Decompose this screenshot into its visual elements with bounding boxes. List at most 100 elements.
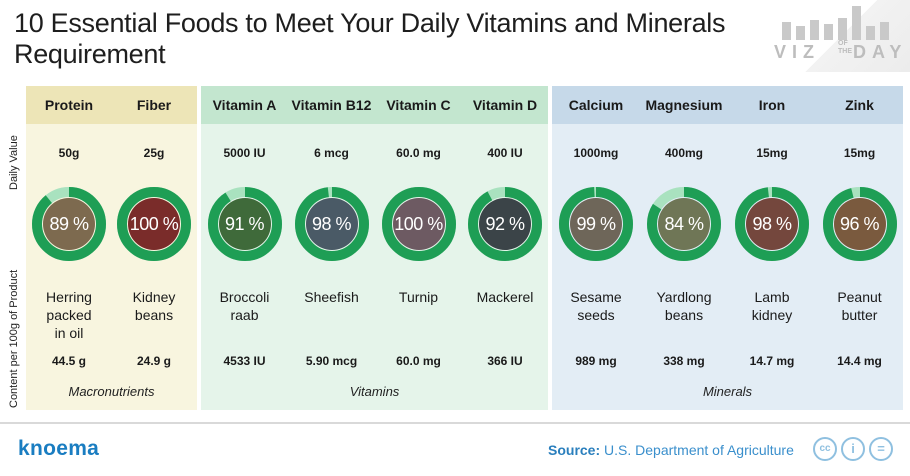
- nutrient-column: Vitamin A 5000 IU 91 % Broccoli raab 4533 IU: [201, 86, 288, 386]
- daily-value: 25g: [143, 146, 165, 160]
- nutrient-column: Vitamin B12 6 mcg 98 % Sheefish 5.90 mcg: [288, 86, 375, 386]
- content-amount: 24.9 g: [136, 354, 172, 368]
- ring-fill: [117, 187, 191, 261]
- nutrient-name: Magnesium: [645, 97, 723, 113]
- food-name: Sheefish: [304, 289, 359, 305]
- nutrient-name: Vitamin C: [386, 97, 451, 113]
- percent-label: 84 %: [664, 214, 704, 234]
- ring-fill: [381, 187, 456, 261]
- food-name: Herring packed in oil: [46, 289, 92, 341]
- logo-bars-icon: [782, 6, 892, 40]
- group-label: Macronutrients: [68, 384, 155, 399]
- peanut-butter-photo: [833, 198, 886, 250]
- viz-of-the-day-logo: VIZ DAY OF THE: [732, 0, 910, 72]
- group-label: Vitamins: [349, 384, 400, 399]
- source-text: U.S. Department of Agriculture: [604, 442, 794, 458]
- percent-ring: 91 %: [207, 187, 282, 261]
- percent-ring: 92 %: [468, 187, 542, 261]
- nutrient-column: Vitamin D 400 IU 92 % Mackerel 366 IU: [462, 86, 548, 386]
- food-name: Mackerel: [476, 289, 534, 305]
- turnip-photo: [392, 198, 445, 250]
- food-name: Kidney beans: [132, 289, 176, 323]
- ring-fill: [32, 187, 106, 261]
- nutrient-name: Calcium: [568, 97, 624, 113]
- content-amount: 14.7 mg: [749, 354, 795, 368]
- group-header: [552, 86, 903, 124]
- percent-ring: 96 %: [822, 187, 897, 261]
- cc-icon[interactable]: cc: [813, 437, 837, 461]
- kidney-beans-photo: [128, 198, 180, 250]
- daily-value: 1000mg: [573, 146, 619, 160]
- ring-fill: [735, 187, 809, 261]
- content-amount: 989 mg: [575, 354, 617, 368]
- logo-of-the: OF THE: [838, 40, 852, 55]
- nutrient-column: Fiber 25g 100 % Kidney beans 24.9 g: [111, 86, 197, 386]
- nutrient-column: Magnesium 400mg 84 % Yardlong beans 338 mg: [640, 86, 728, 386]
- sheefish-photo: [305, 198, 358, 250]
- nutrient-column: Vitamin C 60.0 mg 100 % Turnip 60.0 mg: [375, 86, 462, 386]
- herring-photo: [43, 198, 95, 250]
- sesame-seeds-photo: [570, 198, 622, 250]
- daily-value: 5000 IU: [223, 146, 266, 160]
- percent-ring: 84 %: [647, 187, 721, 261]
- group-header: [26, 86, 197, 124]
- nutrient-name: Iron: [758, 97, 786, 113]
- page-title: 10 Essential Foods to Meet Your Daily Vi…: [14, 8, 726, 69]
- content-amount: 366 IU: [487, 354, 523, 368]
- percent-label: 99 %: [576, 214, 616, 234]
- footer-divider: [0, 422, 910, 424]
- source-label: Source:: [548, 442, 601, 458]
- ring-fill: [822, 187, 897, 261]
- content-amount: 338 mg: [663, 354, 705, 368]
- daily-value: 60.0 mg: [396, 146, 441, 160]
- broccoli-raab-photo: [218, 198, 271, 250]
- percent-label: 96 %: [839, 214, 880, 234]
- percent-label: 100 %: [129, 214, 179, 234]
- knoema-logo[interactable]: knoema: [18, 437, 100, 460]
- no-derivatives-icon[interactable]: =: [869, 437, 893, 461]
- food-name: Yardlong beans: [656, 289, 712, 323]
- daily-value: 15mg: [756, 146, 788, 160]
- side-label-content: Content per 100g of Product: [8, 269, 20, 408]
- yardlong-beans-photo: [658, 198, 710, 250]
- ring-fill: [647, 187, 721, 261]
- percent-label: 89 %: [49, 214, 89, 234]
- percent-label: 98 %: [311, 214, 352, 234]
- source-credit: Source: U.S. Department of Agriculture: [548, 442, 794, 458]
- group-label: Minerals: [702, 384, 753, 399]
- nutrient-name: Vitamin D: [472, 97, 538, 113]
- food-name: Sesame seeds: [570, 289, 622, 323]
- lamb-kidney-photo: [746, 198, 798, 250]
- daily-value: 50g: [58, 146, 80, 160]
- nutrient-name: Fiber: [136, 97, 172, 113]
- percent-ring: 99 %: [559, 187, 633, 261]
- attribution-icon[interactable]: i: [841, 437, 865, 461]
- percent-label: 91 %: [224, 214, 265, 234]
- ring-fill: [294, 187, 369, 261]
- percent-ring: 100 %: [381, 187, 456, 261]
- logo-text: VIZ DAY: [774, 42, 908, 62]
- mackerel-photo: [479, 198, 531, 250]
- daily-value: 400 IU: [487, 146, 523, 160]
- nutrient-column: Protein 50g 89 % Herring packed in oil 44.5 …: [26, 86, 112, 386]
- food-name: Turnip: [398, 289, 439, 305]
- percent-label: 100 %: [394, 214, 443, 234]
- nutrient-name: Vitamin A: [212, 97, 277, 113]
- nutrient-column: Zink 15mg 96 % Peanut butter 14.4 mg: [816, 86, 903, 386]
- percent-ring: 100 %: [117, 187, 191, 261]
- content-amount: 4533 IU: [223, 354, 266, 368]
- percent-label: 92 %: [485, 214, 525, 234]
- food-name: Broccoli raab: [219, 289, 270, 323]
- group-header: [201, 86, 548, 124]
- daily-value: 6 mcg: [314, 146, 349, 160]
- daily-value: 15mg: [843, 146, 876, 160]
- content-amount: 5.90 mcg: [305, 354, 358, 368]
- food-name: Peanut butter: [837, 289, 882, 323]
- percent-ring: 89 %: [32, 187, 106, 261]
- ring-fill: [468, 187, 542, 261]
- content-amount: 44.5 g: [51, 354, 87, 368]
- side-label-daily-value: Daily Value: [8, 135, 20, 190]
- food-name: Lamb kidney: [751, 289, 793, 323]
- percent-ring: 98 %: [735, 187, 809, 261]
- nutrient-column: Iron 15mg 98 % Lamb kidney 14.7 mg: [728, 86, 816, 386]
